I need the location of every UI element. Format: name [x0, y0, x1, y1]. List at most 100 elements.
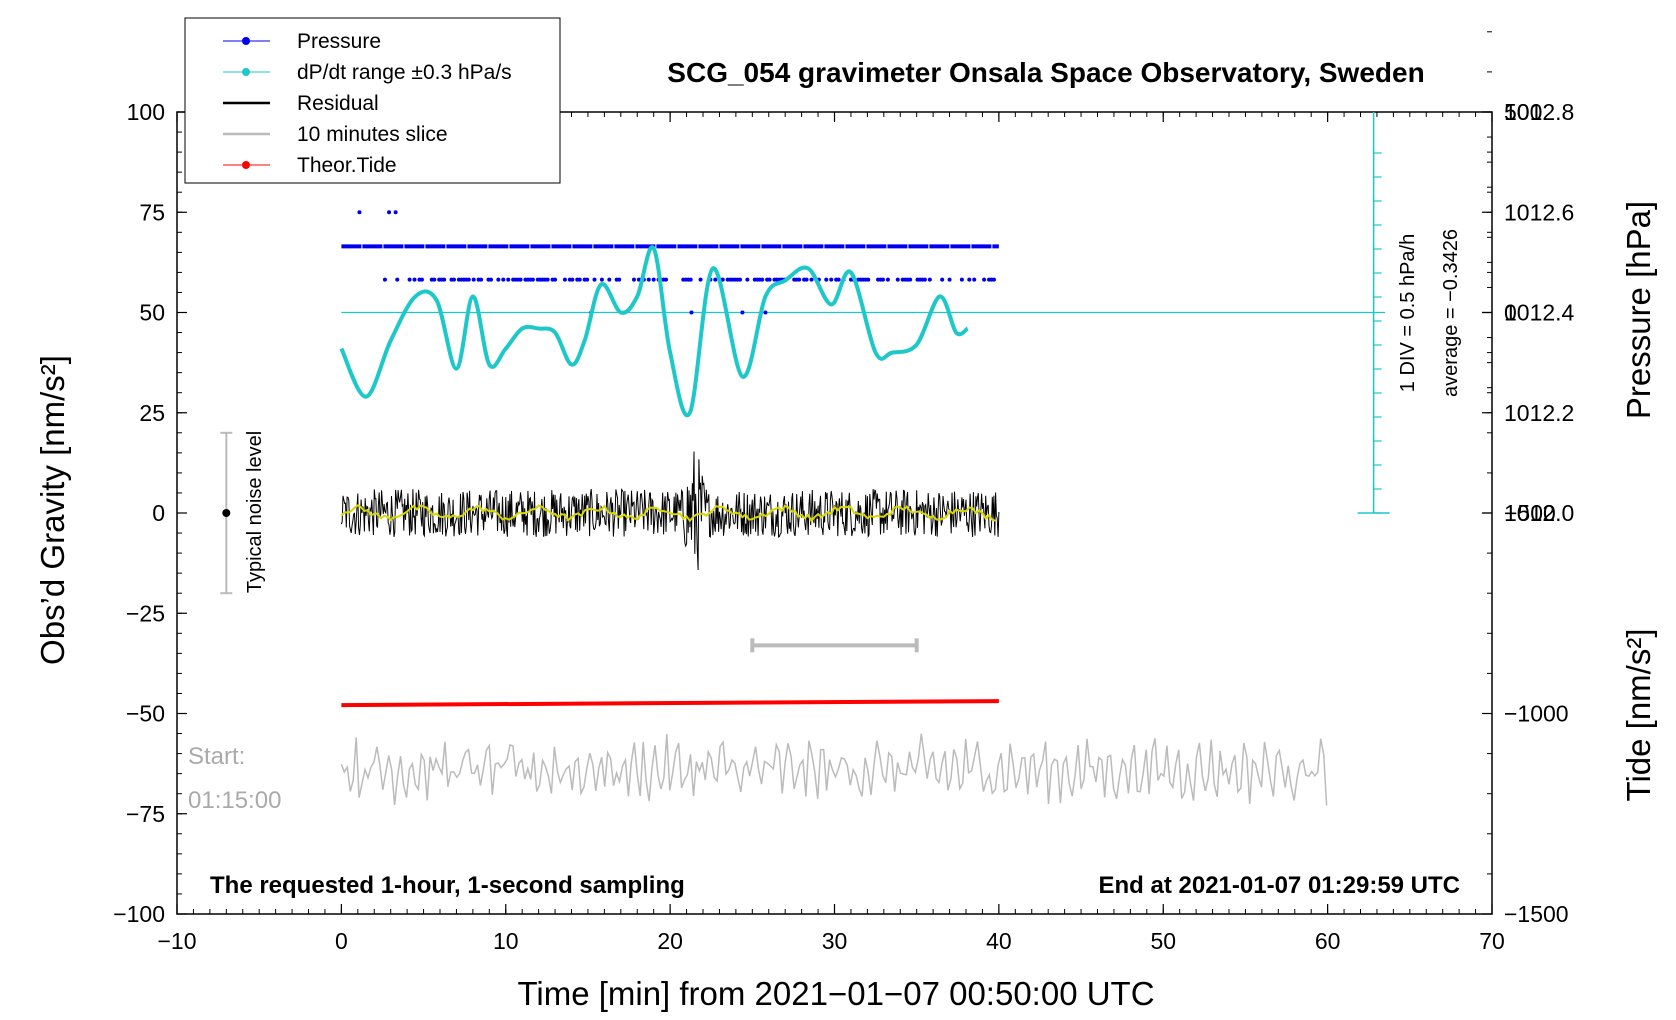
pressure-point — [471, 277, 476, 282]
pressure-point — [927, 277, 932, 282]
legend-swatch-dot — [242, 37, 250, 45]
y-tick-label: −50 — [126, 701, 165, 727]
tide-tick-label: −1500 — [1504, 901, 1569, 927]
pressure-point — [895, 277, 900, 282]
legend-swatch-dot — [242, 68, 250, 76]
pressure-point — [518, 277, 523, 282]
x-tick-label: 0 — [335, 928, 348, 954]
pressure-point — [922, 277, 927, 282]
pressure-point — [357, 210, 362, 215]
pressure-point — [407, 277, 412, 282]
pressure-tick-label: 1012.6 — [1504, 199, 1574, 225]
pressure-point — [577, 277, 582, 282]
pressure-point — [570, 277, 575, 282]
pressure-tick-label: 1012.4 — [1504, 300, 1575, 326]
axes: −10 0 10 20 30 40 50 60 701007550250−25−50−75−10… — [113, 31, 1575, 954]
pressure-point — [885, 277, 890, 282]
pressure-tick-label: 1012.8 — [1504, 99, 1574, 125]
x-tick-label: 40 — [986, 928, 1012, 954]
pressure-point — [530, 277, 535, 282]
y-axis-tide-title: Tide [nm/s²] — [1620, 629, 1657, 802]
tide-tick-label: 500 — [1504, 99, 1542, 125]
x-tick-label: 20 — [657, 928, 683, 954]
noise-level-label: Typical noise level — [244, 431, 266, 593]
legend-swatch-dot — [242, 161, 250, 169]
noise-center-dot — [222, 509, 231, 517]
pressure-point — [545, 277, 550, 282]
x-tick-label: 70 — [1479, 928, 1505, 954]
pressure-point — [689, 310, 694, 315]
y-tick-label: 50 — [139, 300, 165, 326]
y-axis-pressure-title: Pressure [hPa] — [1620, 201, 1657, 419]
y-tick-label: 100 — [127, 99, 165, 125]
x-tick-label: 60 — [1315, 928, 1341, 954]
x-tick-label: 30 — [822, 928, 848, 954]
pressure-point — [432, 277, 437, 282]
pressure-point — [797, 277, 802, 282]
pressure-point — [804, 277, 809, 282]
residual-line — [340, 451, 1000, 571]
legend-label: dP/dt range ±0.3 hPa/s — [297, 61, 512, 84]
pressure-point — [617, 277, 622, 282]
end-time-note: End at 2021-01-07 01:29:59 UTC — [1099, 872, 1461, 899]
pressure-point — [824, 277, 829, 282]
residual-smooth-line — [340, 504, 996, 523]
start-label: Start: — [188, 743, 245, 770]
pressure-point — [908, 277, 913, 282]
pressure-point — [479, 277, 484, 282]
pressure-point — [585, 277, 590, 282]
pressure-point — [395, 277, 400, 282]
y-tick-label: −100 — [113, 901, 165, 927]
pressure-point — [713, 277, 718, 282]
pressure-point — [809, 277, 814, 282]
pressure-point — [607, 277, 612, 282]
pressure-point — [393, 210, 398, 215]
legend-label: Theor.Tide — [297, 154, 397, 177]
pressure-point — [745, 277, 750, 282]
start-time: 01:15:00 — [188, 787, 281, 814]
legend-label: 10 minutes slice — [297, 123, 448, 146]
pressure-point — [740, 310, 745, 315]
sampling-note: The requested 1-hour, 1-second sampling — [210, 872, 685, 899]
pressure-point — [720, 277, 725, 282]
pressure-point — [698, 277, 703, 282]
pressure-point — [387, 210, 392, 215]
dpdt-line — [339, 245, 969, 418]
pressure-point — [829, 277, 834, 282]
pressure-point — [496, 277, 501, 282]
pressure-point — [451, 277, 456, 282]
tide-tick-label: −500 — [1504, 500, 1556, 526]
pressure-point — [760, 277, 765, 282]
pressure-point — [488, 277, 493, 282]
legend-label: Residual — [297, 92, 379, 115]
chart-title: SCG_054 gravimeter Onsala Space Observat… — [667, 57, 1424, 88]
pressure-point — [991, 277, 996, 282]
legend-label: Pressure — [297, 30, 381, 53]
pressure-point — [466, 277, 471, 282]
pressure-point — [651, 277, 656, 282]
pressure-point — [599, 277, 604, 282]
pressure-div-label: 1 DIV = 0.5 hPa/h — [1397, 234, 1419, 392]
pressure-point — [592, 277, 597, 282]
tide-tick-label: −1000 — [1504, 701, 1569, 727]
data-series — [220, 112, 1390, 806]
pressure-point — [737, 277, 742, 282]
pressure-point — [631, 277, 636, 282]
legend: Pressure dP/dt range ±0.3 hPa/s Residual 10… — [184, 17, 561, 184]
pressure-point — [947, 277, 952, 282]
pressure-point — [972, 277, 977, 282]
pressure-point — [412, 277, 417, 282]
pressure-point — [506, 277, 511, 282]
y-axis-left-title: Obs’d Gravity [nm/s²] — [34, 355, 71, 665]
pressure-point — [442, 277, 447, 282]
pressure-point — [940, 277, 945, 282]
pressure-point — [982, 277, 987, 282]
legend-box — [184, 17, 561, 184]
pressure-point — [767, 277, 772, 282]
pressure-point — [553, 277, 558, 282]
pressure-point — [688, 277, 693, 282]
pressure-point — [419, 277, 424, 282]
pressure-tick-label: 1012.2 — [1504, 400, 1574, 426]
pressure-point — [967, 277, 972, 282]
